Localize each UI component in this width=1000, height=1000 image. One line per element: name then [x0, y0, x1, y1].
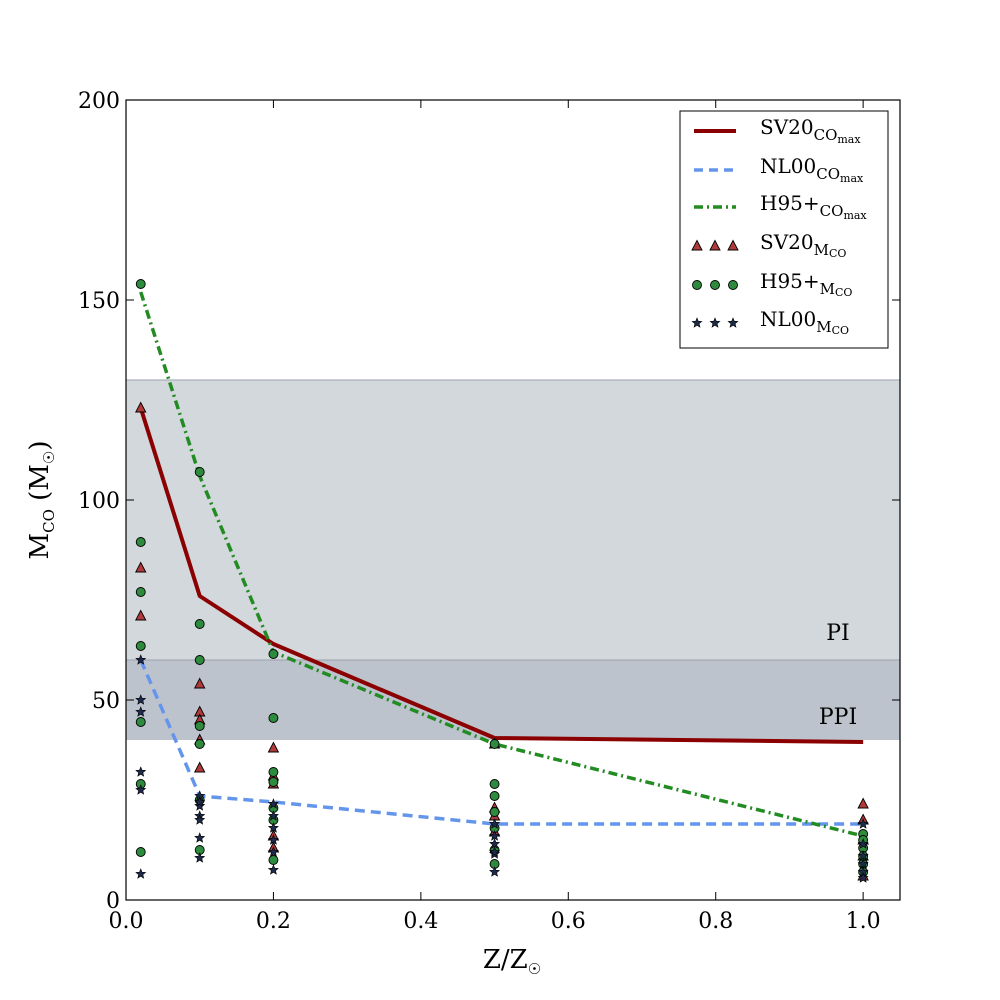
shaded-bands — [126, 379, 900, 740]
point-h95-mco — [135, 641, 146, 651]
x-tick-label: 0.6 — [551, 909, 586, 934]
point-nl00-mco — [267, 834, 279, 845]
y-tick-label: 100 — [78, 489, 120, 514]
point-h95-mco — [194, 721, 205, 731]
legend: SV20COmax NL00COmax H95+COmax SV20MCO H9… — [679, 110, 889, 349]
point-h95-mco — [268, 767, 279, 777]
point-nl00-mco — [194, 832, 206, 843]
point-h95-mco — [489, 779, 500, 789]
legend-marker — [692, 280, 702, 290]
point-sv20-mco — [134, 561, 147, 573]
point-h95-mco — [194, 739, 205, 749]
point-h95-mco — [268, 777, 279, 787]
legend-label-h95-comax: H95+COmax — [760, 191, 867, 222]
legend-swatch-h95-mco — [692, 280, 738, 290]
point-nl00-mco — [135, 766, 147, 777]
point-nl00-mco — [135, 868, 147, 879]
band-label-pi: PI — [826, 621, 850, 646]
legend-marker — [691, 239, 703, 251]
band-ppi — [126, 660, 900, 740]
legend-marker — [709, 317, 721, 328]
point-h95-mco — [194, 619, 205, 629]
point-sv20-mco — [193, 677, 206, 689]
point-h95-mco — [194, 467, 205, 477]
legend-label-h95-mco: H95+MCO — [760, 269, 852, 299]
point-h95-mco — [194, 655, 205, 665]
legend-swatch-sv20-mco — [691, 239, 739, 251]
legend-marker — [709, 239, 721, 251]
line-nl00-comax — [139, 659, 864, 826]
point-h95-mco — [135, 279, 146, 289]
point-sv20-mco — [193, 761, 206, 773]
point-nl00-mco — [489, 846, 501, 857]
y-tick-label: 200 — [78, 89, 120, 114]
legend-marker — [727, 317, 739, 328]
y-tick-label: 150 — [78, 289, 120, 314]
point-nl00-mco — [135, 706, 147, 717]
point-nl00-mco — [267, 822, 279, 833]
point-nl00-mco — [194, 800, 206, 811]
point-h95-mco — [135, 847, 146, 857]
point-sv20-mco — [134, 609, 147, 621]
y-tick-label: 50 — [92, 689, 120, 714]
x-tick-label: 0.4 — [403, 909, 438, 934]
point-nl00-mco — [135, 694, 147, 705]
legend-box — [679, 110, 889, 349]
x-tick-label: 0.0 — [109, 909, 144, 934]
point-sv20-mco — [267, 741, 280, 753]
point-nl00-mco — [135, 654, 147, 665]
line-sv20-comax — [138, 407, 864, 744]
legend-label-nl00-comax: NL00COmax — [760, 154, 864, 185]
legend-marker — [710, 280, 720, 290]
legend-label-sv20-comax: SV20COmax — [760, 115, 861, 146]
point-h95-mco — [268, 649, 279, 659]
legend-marker — [727, 239, 739, 251]
point-h95-mco — [268, 713, 279, 723]
y-tick-label: 0 — [106, 889, 120, 914]
point-nl00-mco — [267, 798, 279, 809]
point-nl00-mco — [489, 866, 501, 877]
x-tick-label: 1.0 — [846, 909, 881, 934]
point-nl00-mco — [267, 846, 279, 857]
legend-marker — [728, 280, 738, 290]
legend-marker — [691, 317, 703, 328]
point-h95-mco — [489, 791, 500, 801]
point-nl00-mco — [194, 814, 206, 825]
point-nl00-mco — [267, 810, 279, 821]
point-nl00-mco — [857, 818, 869, 829]
legend-label-sv20-mco: SV20MCO — [760, 230, 846, 260]
point-nl00-mco — [857, 838, 869, 849]
point-sv20-mco — [857, 797, 869, 809]
point-nl00-mco — [489, 818, 501, 829]
y-axis-label: MCO (M☉) — [25, 440, 58, 559]
legend-label-nl00-mco: NL00MCO — [760, 307, 849, 337]
x-tick-label: 0.8 — [698, 909, 733, 934]
point-h95-mco — [135, 537, 146, 547]
point-nl00-mco — [194, 852, 206, 863]
point-sv20-mco — [134, 401, 147, 413]
point-h95-mco — [135, 587, 146, 597]
scatter-points — [134, 279, 869, 883]
point-h95-mco — [489, 807, 500, 817]
x-tick-label: 0.2 — [256, 909, 291, 934]
band-label-ppi: PPI — [819, 705, 857, 730]
axis-ticks: 0.0 0.2 0.4 0.6 0.8 1.0 0 50 100 150 200 — [78, 89, 900, 934]
x-axis-label: Z/Z☉ — [483, 945, 541, 978]
point-nl00-mco — [135, 784, 147, 795]
legend-swatch-nl00-mco — [691, 317, 739, 328]
point-h95-mco — [489, 739, 500, 749]
point-h95-mco — [135, 717, 146, 727]
point-h95-mco — [268, 855, 279, 865]
point-nl00-mco — [857, 872, 869, 883]
point-nl00-mco — [267, 864, 279, 875]
point-nl00-mco — [194, 796, 206, 807]
